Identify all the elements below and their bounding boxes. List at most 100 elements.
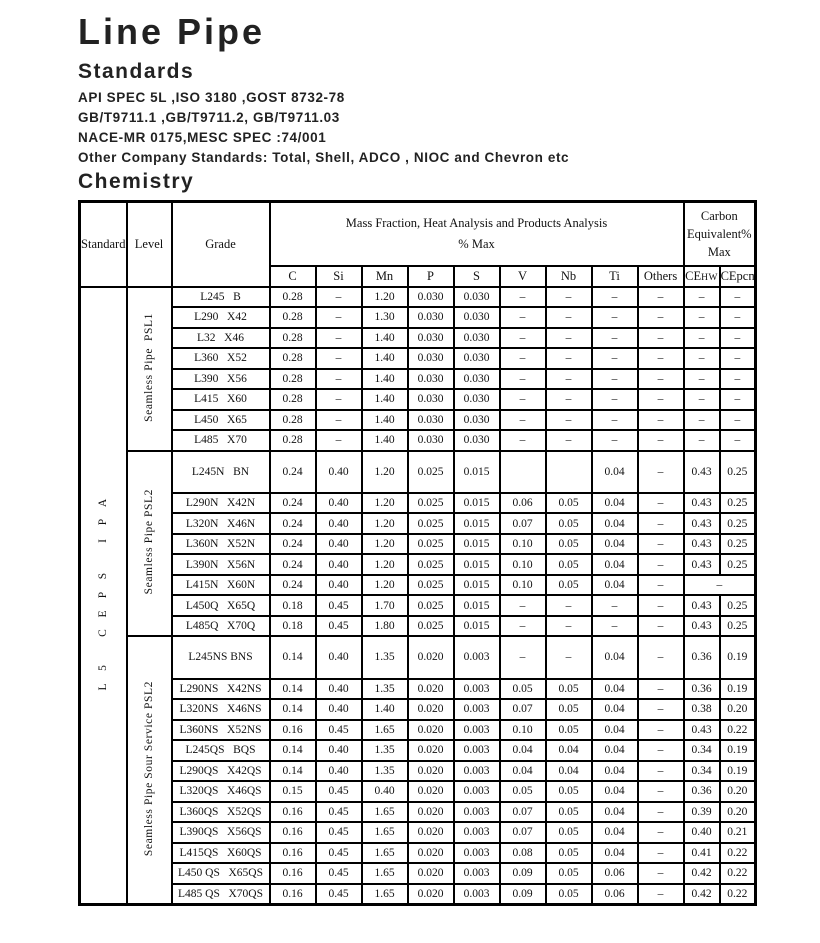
value-cell: 0.45 <box>314 800 363 823</box>
value-cell: 0.25 <box>718 553 757 576</box>
value-cell: 0.030 <box>452 388 501 411</box>
value-cell: 0.25 <box>718 594 757 617</box>
value-cell: – <box>498 408 547 431</box>
value-cell: 0.030 <box>406 285 455 308</box>
header-col-v: V <box>498 264 547 288</box>
value-cell: 0.24 <box>268 573 317 597</box>
value-cell: 0.020 <box>406 677 455 700</box>
value-cell: 1.20 <box>360 449 409 494</box>
value-cell: 0.43 <box>682 553 721 576</box>
value-cell: 0.28 <box>268 285 317 308</box>
grade-cell: L390 X56 <box>170 367 271 390</box>
value-cell: – <box>498 388 547 411</box>
value-cell: – <box>314 347 363 370</box>
value-cell: 1.20 <box>360 491 409 515</box>
value-cell: 0.39 <box>682 800 721 823</box>
value-cell: 0.020 <box>406 698 455 721</box>
grade-cell: L32 X46 <box>170 326 271 349</box>
value-cell: – <box>636 882 685 905</box>
value-cell: – <box>590 306 639 329</box>
value-cell: – <box>590 367 639 390</box>
value-cell: 0.05 <box>498 780 547 803</box>
grade-cell: L360 X52 <box>170 347 271 370</box>
value-cell: 1.40 <box>360 429 409 452</box>
value-cell: 0.22 <box>718 841 757 864</box>
value-cell: 0.020 <box>406 841 455 864</box>
value-cell: 0.030 <box>452 347 501 370</box>
value-cell: – <box>544 388 593 411</box>
value-cell: – <box>636 594 685 617</box>
value-cell: 0.003 <box>452 635 501 680</box>
value-cell: – <box>636 532 685 556</box>
value-cell: 0.28 <box>268 367 317 390</box>
value-cell: – <box>636 635 685 680</box>
value-cell: 0.36 <box>682 780 721 803</box>
table-row: L415 X60 0.28–1.40 0.030 0.030– – – – – – <box>80 388 757 411</box>
value-cell: 0.04 <box>498 739 547 762</box>
table-row: L485Q X70Q 0.18 0.45 1.80 0.025 0.015– – – –0.43… <box>80 614 757 638</box>
value-cell: 0.08 <box>498 841 547 864</box>
value-cell: 0.030 <box>406 367 455 390</box>
value-cell: – <box>498 285 547 308</box>
value-cell: 1.35 <box>360 635 409 680</box>
grade-cell: L245 B <box>170 285 271 308</box>
value-cell: 0.015 <box>452 449 501 494</box>
value-cell: 0.41 <box>682 841 721 864</box>
value-cell: 0.25 <box>718 512 757 535</box>
value-cell: 0.22 <box>718 718 757 741</box>
value-cell: 0.030 <box>452 326 501 349</box>
value-cell: 1.40 <box>360 388 409 411</box>
header-col-ti: Ti <box>590 264 639 288</box>
value-cell: 0.04 <box>590 573 639 597</box>
table-row: L450Q X65Q 0.18 0.45 1.70 0.025 0.015– – – –0.43… <box>80 594 757 617</box>
value-cell: 0.24 <box>268 491 317 515</box>
header-col-c: C <box>268 264 317 288</box>
value-cell: – <box>544 306 593 329</box>
value-cell: – <box>314 429 363 452</box>
value-cell: – <box>498 306 547 329</box>
value-cell: 0.42 <box>682 862 721 885</box>
value-cell: 0.04 <box>590 512 639 535</box>
value-cell: 0.030 <box>406 429 455 452</box>
value-cell: 0.16 <box>268 841 317 864</box>
value-cell: 1.20 <box>360 512 409 535</box>
table-row: L450 X65 0.28–1.40 0.030 0.030– – – – – – <box>80 408 757 431</box>
value-cell: 0.42 <box>682 882 721 905</box>
table-row: L360N X52N 0.24 0.40 1.20 0.025 0.015 0.10 0.05… <box>80 532 757 556</box>
value-cell: 0.10 <box>498 532 547 556</box>
value-cell: – <box>544 614 593 638</box>
value-cell: 1.70 <box>360 594 409 617</box>
value-cell: 0.030 <box>406 347 455 370</box>
level-group-label: Seamless Pipe PSL2 <box>125 449 173 638</box>
value-cell: – <box>544 429 593 452</box>
value-cell: – <box>682 347 721 370</box>
value-cell: 0.05 <box>544 677 593 700</box>
value-cell: 1.65 <box>360 862 409 885</box>
grade-cell: L360NS X52NS <box>170 718 271 741</box>
value-cell: 0.04 <box>590 759 639 782</box>
table-header-columns-row: C Si Mn P S V Nb Ti Others CEHW CEpcm <box>80 264 757 288</box>
table-row: L320N X46N 0.24 0.40 1.20 0.025 0.015 0.07 0.05… <box>80 512 757 535</box>
value-cell: 0.36 <box>682 635 721 680</box>
value-cell: 0.025 <box>406 614 455 638</box>
value-cell: – <box>590 614 639 638</box>
value-cell: 0.04 <box>590 780 639 803</box>
value-cell: 0.43 <box>682 491 721 515</box>
value-cell <box>498 449 547 494</box>
value-cell: 0.45 <box>314 841 363 864</box>
value-cell: 1.35 <box>360 677 409 700</box>
header-col-nb: Nb <box>544 264 593 288</box>
value-cell: – <box>498 326 547 349</box>
value-cell: 0.45 <box>314 780 363 803</box>
header-col-cepcm: CEpcm <box>718 264 757 288</box>
grade-cell: L485 QS X70QS <box>170 882 271 905</box>
grade-cell: L415QS X60QS <box>170 841 271 864</box>
value-cell: – <box>682 429 721 452</box>
value-cell: – <box>636 718 685 741</box>
value-cell: 0.19 <box>718 759 757 782</box>
value-cell: 0.020 <box>406 759 455 782</box>
value-cell: 0.020 <box>406 882 455 905</box>
value-cell: 0.020 <box>406 800 455 823</box>
value-cell: 0.10 <box>498 718 547 741</box>
value-cell: – <box>682 326 721 349</box>
